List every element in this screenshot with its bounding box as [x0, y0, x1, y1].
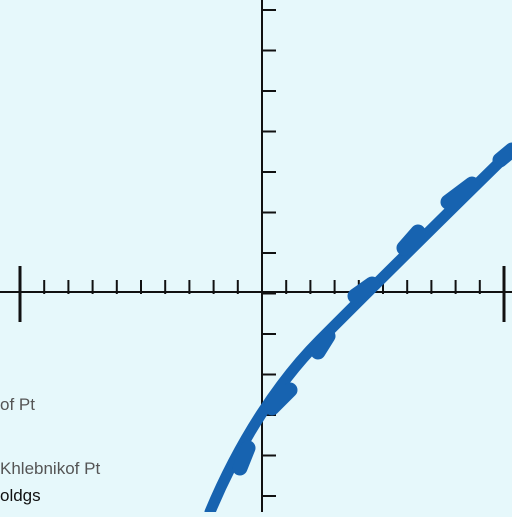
grid-ticks	[18, 9, 506, 497]
route-marker	[440, 176, 480, 210]
route-marker	[492, 142, 512, 168]
route-marker	[347, 276, 380, 304]
place-label-khlebnikof-pt: Khlebnikof Pt	[0, 459, 101, 478]
route-marker	[310, 328, 336, 360]
place-label: oldgs	[0, 486, 41, 505]
route-line	[204, 144, 512, 517]
place-label: of Pt	[0, 395, 35, 414]
route-marker	[396, 224, 426, 256]
route-marker	[232, 440, 256, 476]
route-marker	[264, 382, 298, 416]
route-markers	[232, 142, 512, 476]
